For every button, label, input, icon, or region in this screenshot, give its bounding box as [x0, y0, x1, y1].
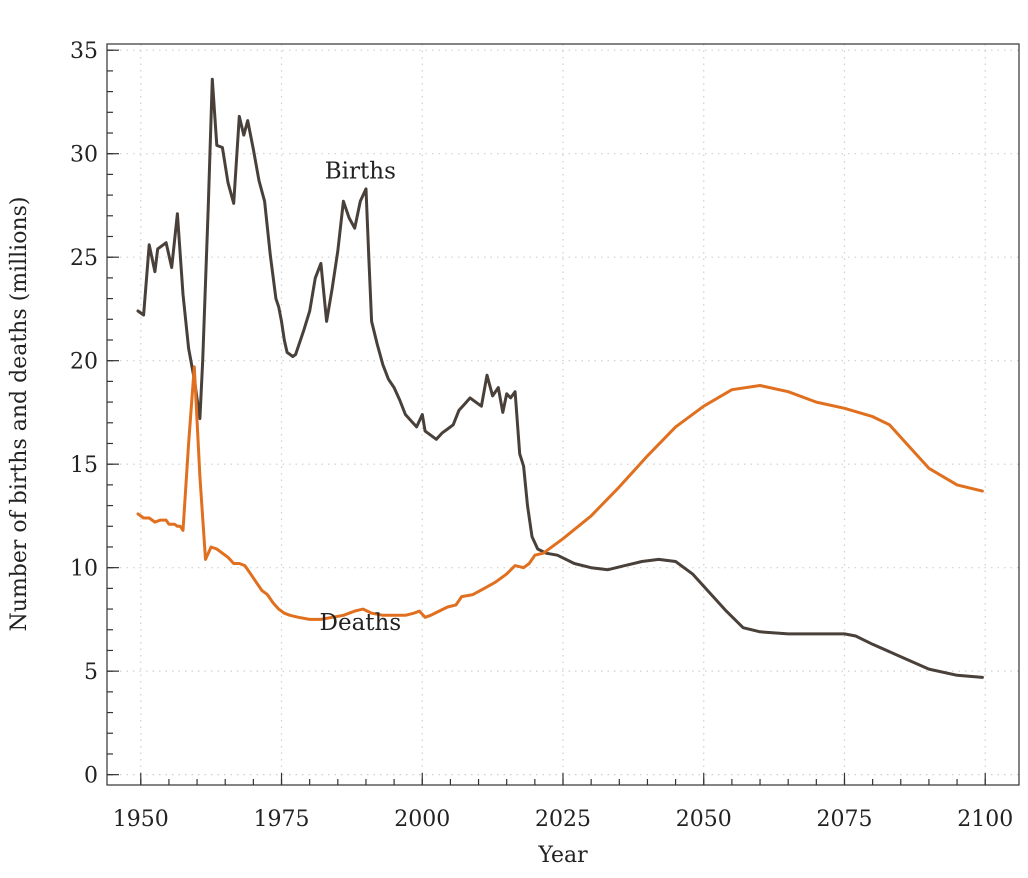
series-lines	[136, 77, 984, 679]
minor-ticks	[107, 49, 986, 785]
x-tick-label: 2100	[957, 807, 1013, 832]
y-tick-label: 5	[84, 660, 98, 685]
y-tick-label: 0	[84, 764, 98, 789]
grid	[107, 44, 1019, 785]
series-line-deaths	[136, 365, 984, 621]
series-label-births: Births	[325, 159, 396, 185]
series-label-deaths: Deaths	[320, 610, 402, 636]
x-tick-label: 2075	[816, 807, 872, 832]
x-tick-label: 2025	[535, 807, 591, 832]
y-tick-label: 10	[70, 557, 98, 582]
x-tick-label: 2050	[676, 807, 732, 832]
x-axis-title: Year	[537, 843, 588, 868]
y-tick-label: 25	[70, 246, 98, 271]
x-tick-label: 2000	[394, 807, 450, 832]
y-tick-label: 30	[70, 143, 98, 168]
series-labels: Births Deaths	[320, 159, 402, 636]
y-axis-title: Number of births and deaths (millions)	[7, 197, 32, 632]
series-line-births	[136, 77, 984, 679]
x-tick-label: 1950	[113, 807, 169, 832]
x-axis: 1950 1975 2000 2025 2050 2075 2100	[113, 773, 1013, 832]
y-tick-label: 20	[70, 350, 98, 375]
x-tick-label: 1975	[254, 807, 310, 832]
y-tick-label: 15	[70, 453, 98, 478]
y-axis: 0 5 10 15 20 25 30 35	[70, 39, 119, 789]
y-tick-label: 35	[70, 39, 98, 64]
